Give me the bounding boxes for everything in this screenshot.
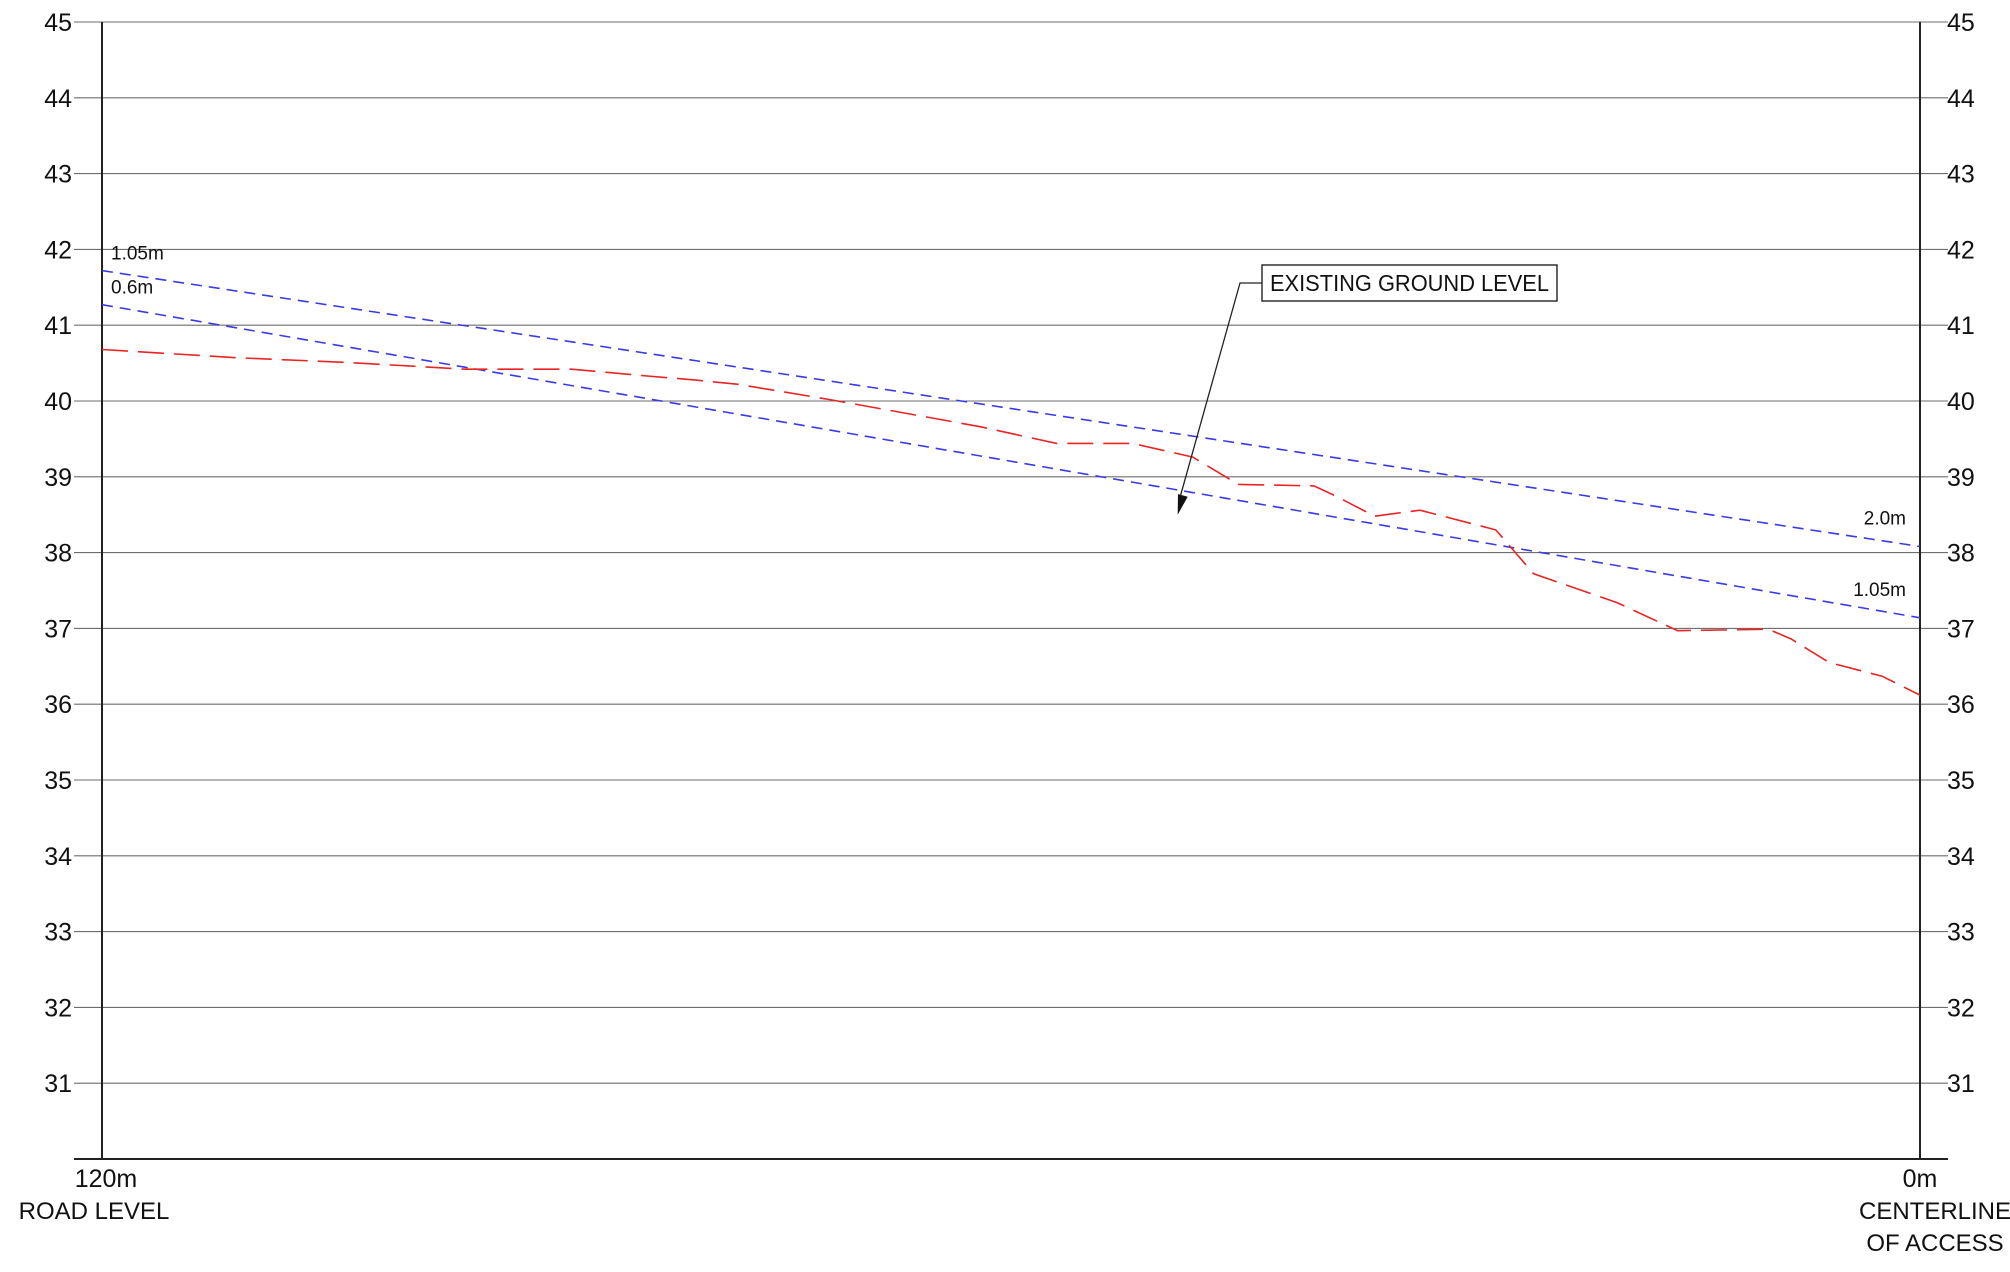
annotation-leader-0 (1179, 282, 1262, 499)
y-tick-label-right-43: 43 (1947, 161, 1975, 189)
axes (74, 22, 1948, 1160)
y-tick-label-left-43: 43 (44, 161, 72, 189)
series-label-start-0: 1.05m (111, 244, 164, 265)
series-lines: 1.05m 2.0m 0.6m 1.05m (101, 244, 1921, 696)
y-tick-label-right-42: 42 (1947, 236, 1975, 264)
y-tick-label-left-38: 38 (44, 540, 72, 568)
y-tick-label-right-38: 38 (1947, 540, 1975, 568)
y-tick-label-right-35: 35 (1947, 767, 1975, 795)
y-tick-label-right-45: 45 (1947, 9, 1975, 37)
y-tick-label-right-34: 34 (1947, 843, 1975, 871)
y-tick-label-right-33: 33 (1947, 919, 1975, 947)
x-tick-label-start: 120m (75, 1165, 138, 1193)
x-caption-end-line-2: OF ACCESS (1866, 1230, 2003, 1257)
series-line-2 (101, 348, 1921, 696)
y-tick-label-left-32: 32 (44, 994, 72, 1022)
x-tick-label-end: 0m (1903, 1165, 1938, 1193)
y-tick-label-left-37: 37 (44, 615, 72, 643)
y-tick-label-left-39: 39 (44, 464, 72, 492)
y-tick-label-left-34: 34 (44, 843, 72, 871)
y-tick-label-left-42: 42 (44, 236, 72, 264)
y-tick-label-right-40: 40 (1947, 388, 1975, 416)
annotation-text-0: EXISTING GROUND LEVEL (1270, 270, 1549, 296)
series-label-end-1: 1.05m (1853, 580, 1906, 601)
series-label-end-0: 2.0m (1864, 509, 1906, 530)
y-tick-label-right-31: 31 (1947, 1070, 1975, 1098)
grid-lines (74, 21, 1948, 1084)
series-line-0 (101, 269, 1921, 548)
series-label-start-1: 0.6m (111, 278, 153, 299)
y-tick-label-left-31: 31 (44, 1070, 72, 1098)
x-caption-end-line-1: CENTERLINE (1859, 1198, 2010, 1225)
series-line-1 (101, 303, 1921, 619)
y-tick-label-right-44: 44 (1947, 85, 1975, 113)
y-tick-label-left-33: 33 (44, 919, 72, 947)
y-tick-label-left-41: 41 (44, 312, 72, 340)
y-tick-label-right-39: 39 (1947, 464, 1975, 492)
y-tick-label-right-36: 36 (1947, 691, 1975, 719)
annotation-box-0 (1261, 264, 1558, 302)
y-tick-label-left-44: 44 (44, 85, 72, 113)
annotations: EXISTING GROUND LEVEL (1177, 264, 1558, 515)
y-tick-label-right-37: 37 (1947, 615, 1975, 643)
y-tick-label-left-36: 36 (44, 691, 72, 719)
y-tick-label-left-40: 40 (44, 388, 72, 416)
y-tick-label-right-41: 41 (1947, 312, 1975, 340)
tick-labels: 45 45 44 44 43 43 42 42 41 41 40 40 39 39 38 38 37 37 36 36… (19, 9, 2010, 1257)
y-tick-label-left-45: 45 (44, 9, 72, 37)
annotation-arrowhead-0 (1177, 494, 1188, 515)
y-tick-label-left-35: 35 (44, 767, 72, 795)
x-caption-start: ROAD LEVEL (19, 1198, 170, 1225)
y-tick-label-right-32: 32 (1947, 994, 1975, 1022)
